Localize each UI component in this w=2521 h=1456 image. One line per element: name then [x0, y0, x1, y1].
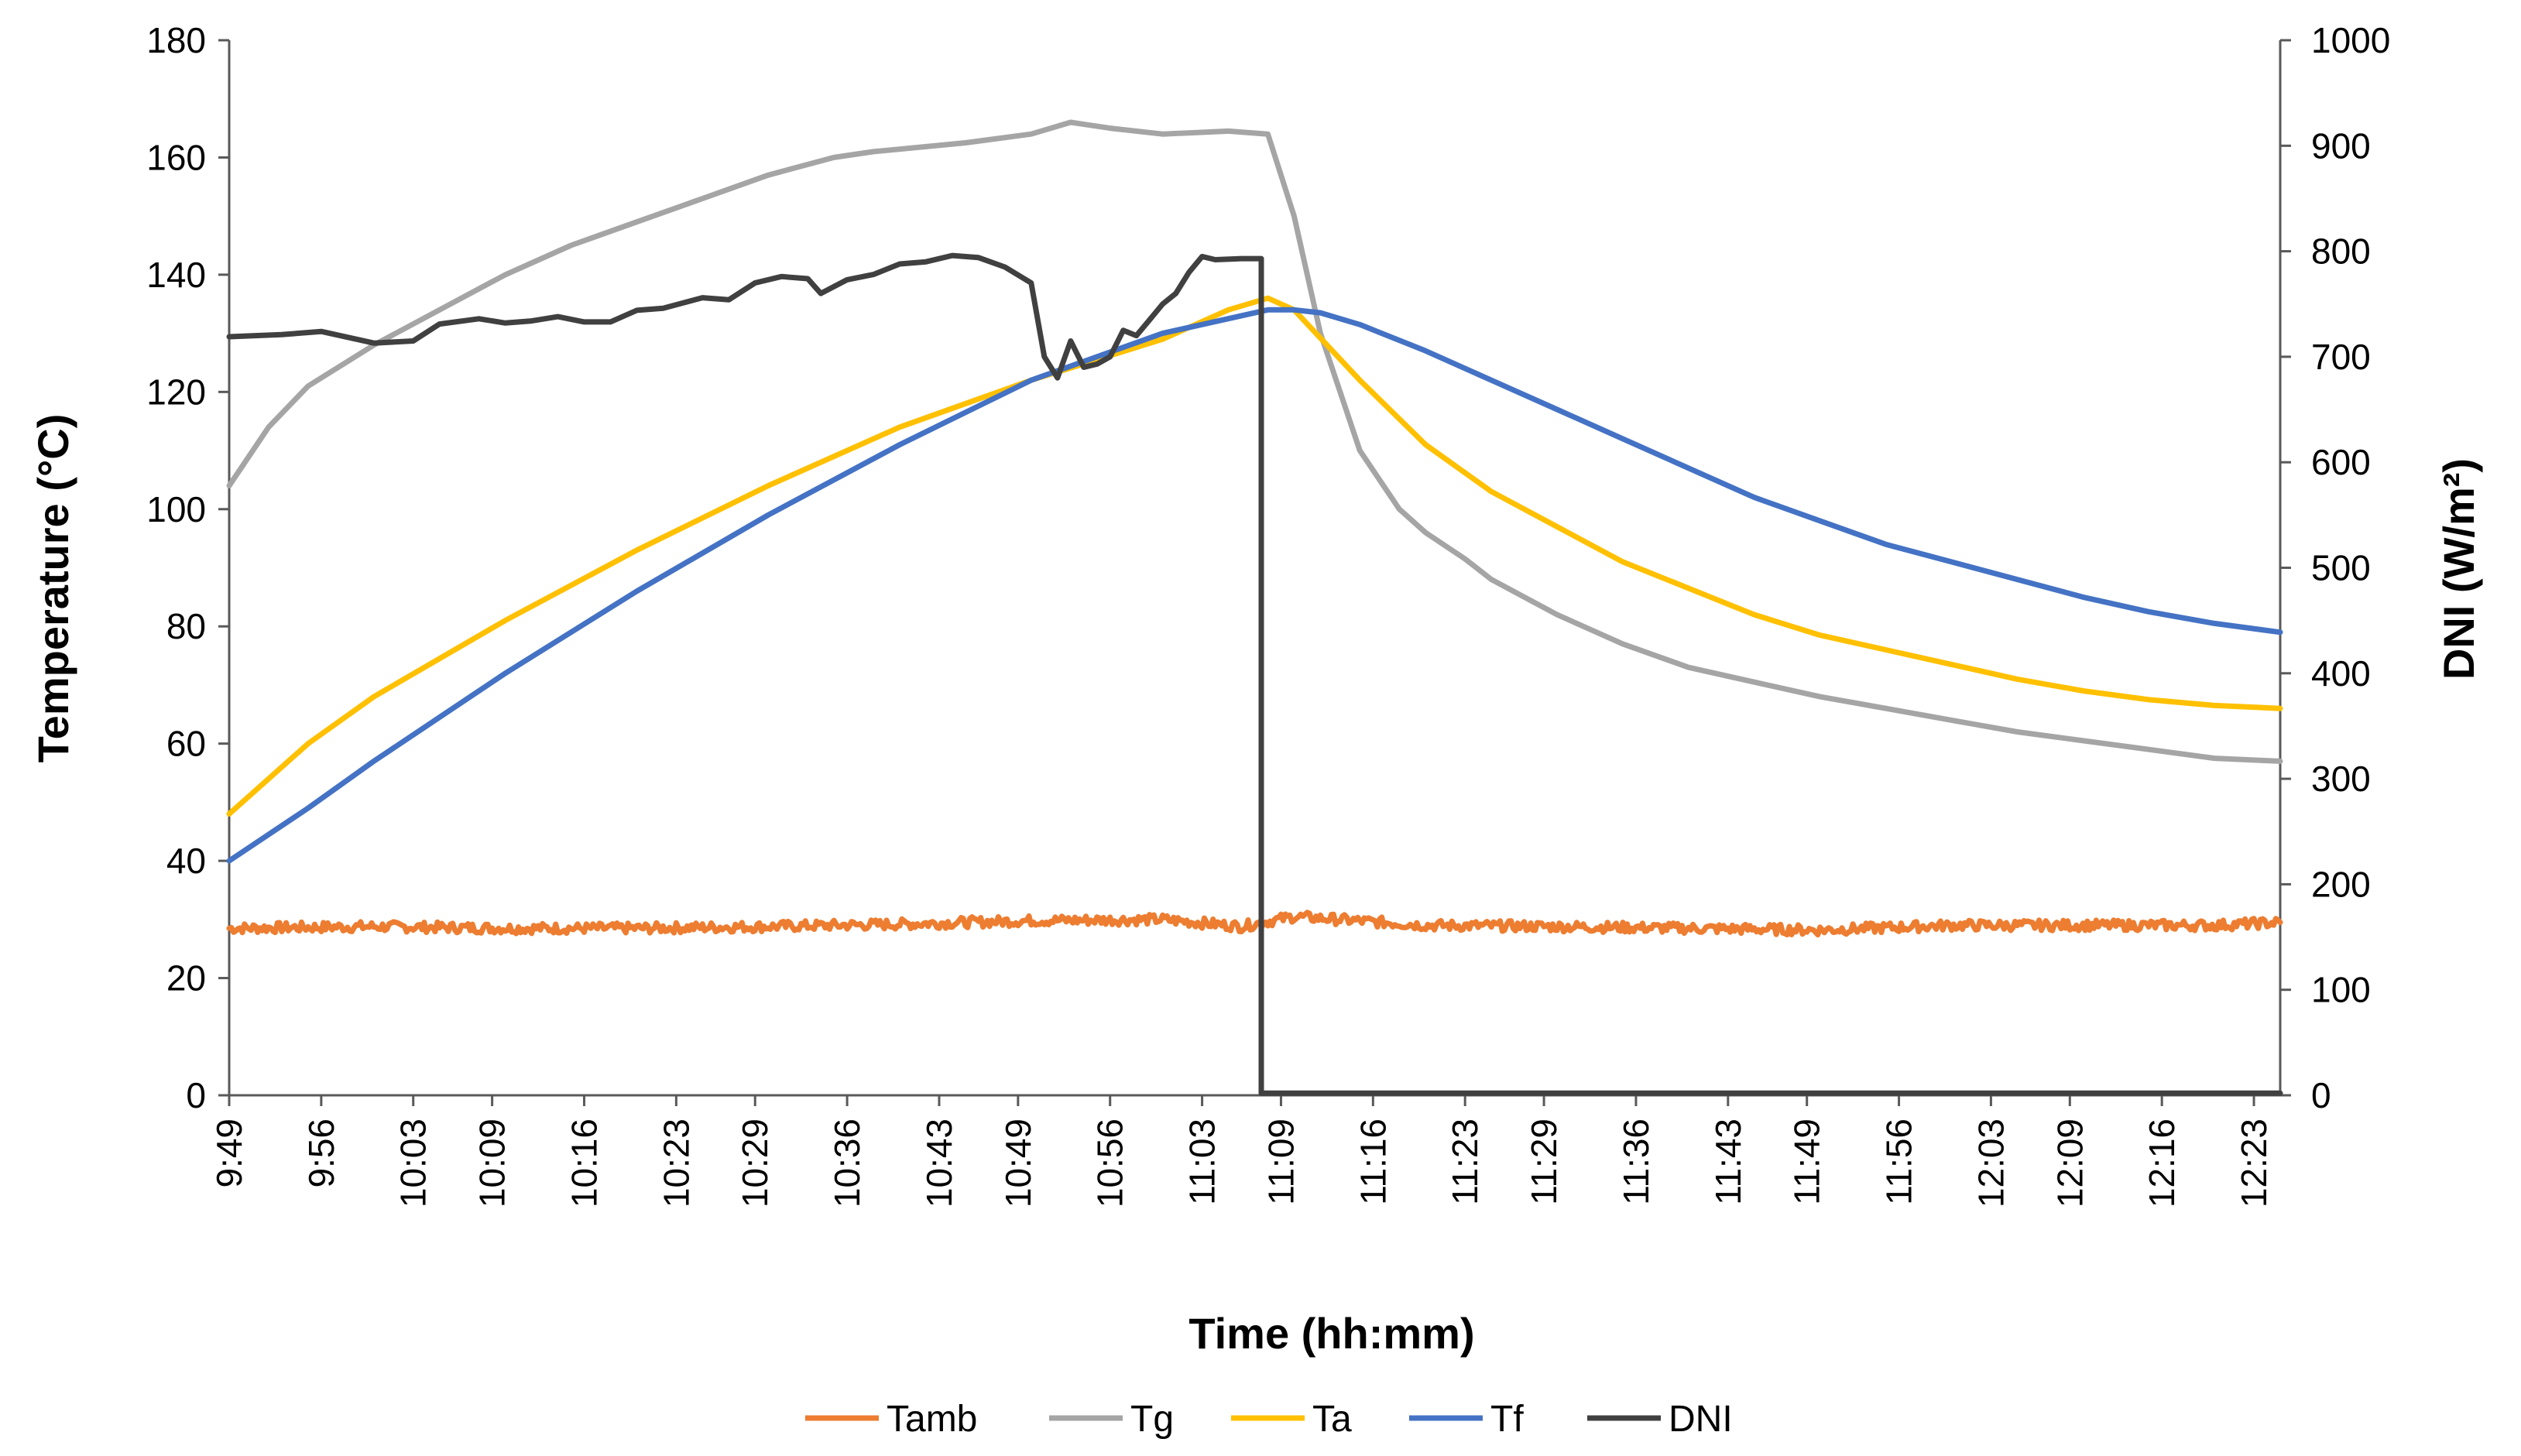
series-line-dni [226, 252, 2283, 1096]
x-tick-label: 11:29 [1524, 1119, 1564, 1205]
y-tick-label: 60 [166, 724, 206, 764]
x-tick-label: 12:09 [2049, 1119, 2090, 1208]
series-lines [226, 119, 2283, 1096]
x-tick-label: 11:36 [1616, 1119, 1656, 1205]
x-tick-label: 11:23 [1445, 1119, 1485, 1205]
x-axis-title: Time (hh:mm) [1188, 1309, 1474, 1358]
y-tick-label: 120 [146, 372, 206, 412]
series-line-tamb [226, 910, 2283, 938]
series-line-tg [226, 119, 2283, 764]
y-tick-label: 80 [166, 606, 206, 646]
legend-label-tf: Tf [1490, 1399, 1524, 1440]
y2-tick-label: 200 [2311, 864, 2371, 904]
x-tick-label: 11:43 [1708, 1119, 1748, 1205]
x-tick-label: 11:56 [1879, 1119, 1919, 1205]
y-tick-label: 0 [186, 1075, 206, 1115]
x-tick-label: 10:43 [919, 1119, 959, 1208]
legend-label-tamb: Tamb [887, 1399, 977, 1440]
y2-tick-label: 500 [2311, 548, 2371, 588]
x-tick-label: 9:49 [209, 1119, 249, 1188]
x-tick-label: 10:36 [827, 1119, 867, 1208]
x-tick-label: 10:16 [564, 1119, 604, 1208]
x-tick-label: 11:49 [1787, 1119, 1827, 1205]
x-tick-label: 10:29 [735, 1119, 775, 1208]
y2-axis-title: DNI (W/m²) [2434, 458, 2483, 680]
y-tick-label: 160 [146, 137, 206, 177]
y2-tick-label: 0 [2311, 1075, 2331, 1115]
x-tick-label: 12:23 [2234, 1119, 2274, 1208]
y-tick-label: 180 [146, 20, 206, 60]
legend: Tamb Tg Ta Tf DNI [805, 1399, 1733, 1440]
y2-tick-label: 300 [2311, 759, 2371, 799]
y2-tick-label: 400 [2311, 653, 2371, 694]
y-tick-label: 140 [146, 255, 206, 295]
legend-label-tg: Tg [1130, 1399, 1174, 1440]
x-tick-label: 12:16 [2142, 1119, 2182, 1208]
y2-tick-label: 1000 [2311, 20, 2390, 60]
y2-tick-label: 100 [2311, 970, 2371, 1010]
y2-axis-ticks: 0 100 200 300 400 500 600 700 800 900 1000 [2280, 20, 2390, 1115]
y-tick-label: 100 [146, 489, 206, 529]
y-axis-title: Temperature (°C) [29, 414, 77, 763]
y-axis-ticks: 0 20 40 60 80 100 120 140 160 180 [146, 20, 229, 1115]
x-tick-label: 10:09 [472, 1119, 513, 1208]
x-tick-label: 9:56 [301, 1119, 341, 1188]
x-tick-label: 11:09 [1260, 1119, 1301, 1205]
y2-tick-label: 800 [2311, 231, 2371, 272]
y2-tick-label: 900 [2311, 125, 2371, 166]
x-tick-label: 11:03 [1182, 1119, 1223, 1205]
y-tick-label: 40 [166, 841, 206, 881]
series-line-ta [226, 295, 2283, 817]
x-tick-label: 10:56 [1090, 1119, 1130, 1208]
x-tick-label: 12:03 [1970, 1119, 2011, 1208]
legend-label-dni: DNI [1669, 1399, 1733, 1440]
series-line-tf [226, 307, 2283, 864]
y2-tick-label: 700 [2311, 337, 2371, 377]
y-tick-label: 20 [166, 958, 206, 999]
legend-label-ta: Ta [1312, 1399, 1352, 1440]
x-tick-label: 11:16 [1353, 1119, 1393, 1205]
x-tick-label: 10:49 [998, 1119, 1038, 1208]
x-axis-ticks: 9:49 9:56 10:03 10:09 10:16 10:23 10:29 10:36 10… [209, 1095, 2274, 1208]
y2-tick-label: 600 [2311, 442, 2371, 482]
x-tick-label: 10:23 [656, 1119, 696, 1208]
x-tick-label: 10:03 [393, 1119, 434, 1208]
